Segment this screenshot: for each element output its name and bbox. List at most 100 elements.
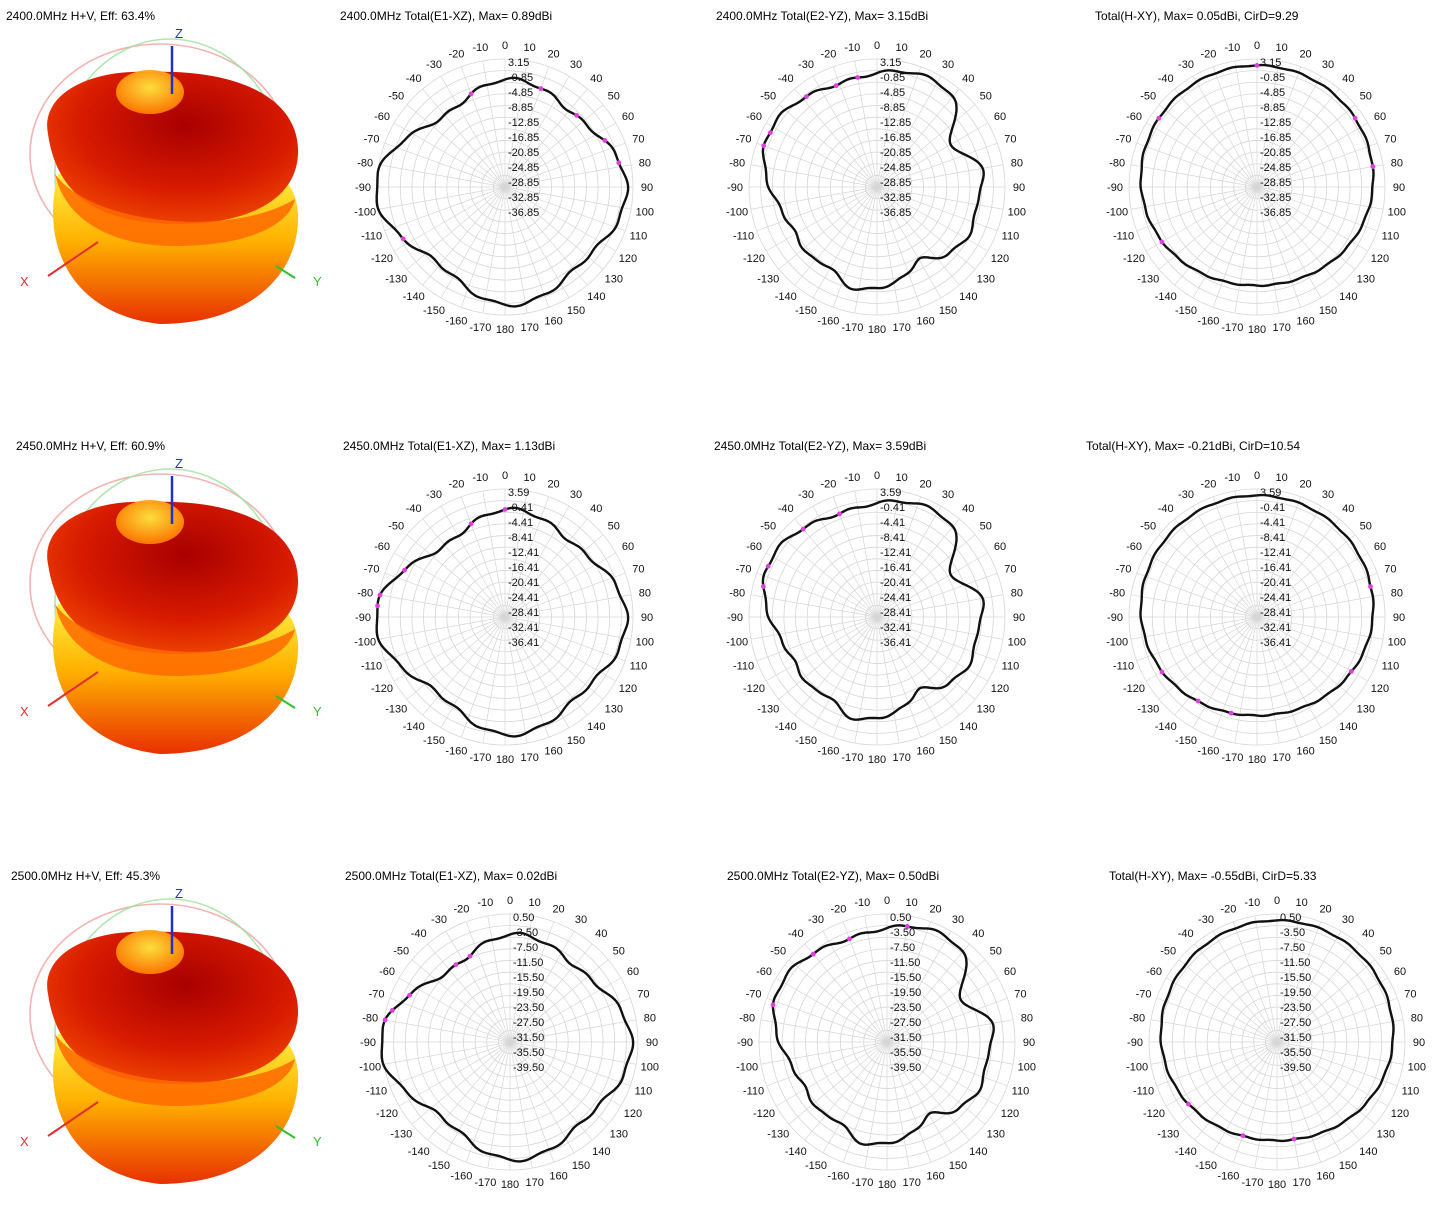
radial-tick-label: -36.85 — [508, 207, 539, 219]
angle-tick-label: 0 — [884, 895, 890, 907]
grid-spoke — [504, 616, 570, 729]
radial-tick-label: -28.41 — [508, 607, 539, 619]
radial-tick-label: -15.50 — [513, 972, 544, 984]
angle-tick-label: 180 — [878, 1179, 896, 1191]
grid-spoke — [460, 496, 506, 618]
angle-tick-label: -60 — [379, 966, 395, 978]
angle-tick-label: 140 — [959, 721, 977, 733]
angle-tick-label: -20 — [453, 904, 469, 916]
grid-spoke — [1212, 186, 1258, 308]
angle-tick-label: 50 — [1360, 521, 1372, 533]
grid-spoke — [775, 977, 888, 1043]
grid-spoke — [509, 1041, 637, 1065]
angle-tick-label: 40 — [1342, 73, 1354, 85]
angle-tick-label: 120 — [1391, 1108, 1409, 1120]
grid-spoke — [383, 1019, 511, 1043]
angle-tick-label: -150 — [805, 1160, 827, 1172]
grid-spoke — [422, 186, 506, 286]
grid-spoke — [886, 1041, 1008, 1087]
grid-spoke — [482, 616, 506, 744]
angle-tick-label: 110 — [1382, 231, 1400, 243]
angle-tick-label: 30 — [942, 59, 954, 71]
angle-tick-label: -90 — [727, 182, 743, 194]
grid-spoke — [876, 518, 960, 618]
chart-title: Total(H-XY), Max= 0.05dBi, CirD=9.29 — [1095, 9, 1299, 23]
grid-spoke — [1276, 1019, 1404, 1043]
grid-spoke — [1256, 186, 1340, 286]
grid-spoke — [504, 186, 626, 232]
angle-tick-label: -10 — [1224, 472, 1240, 484]
grid-spoke — [509, 1041, 575, 1154]
radial-tick-label: -36.85 — [1260, 207, 1291, 219]
pattern3d-plot: Z X Y — [20, 886, 322, 1184]
grid-spoke — [1234, 616, 1258, 744]
grid-spoke — [1276, 997, 1398, 1043]
pattern-marker — [502, 507, 508, 512]
angle-tick-label: -90 — [1127, 1037, 1143, 1049]
grid-spoke — [398, 1041, 511, 1107]
angle-tick-label: -130 — [1137, 703, 1159, 715]
angle-tick-label: 80 — [639, 157, 651, 169]
grid-spoke — [1256, 104, 1356, 188]
angle-tick-label: -160 — [445, 745, 467, 757]
radial-tick-label: 0.50 — [513, 912, 534, 924]
radial-tick-label: -12.41 — [508, 547, 539, 559]
grid-spoke — [778, 616, 878, 700]
radial-tick-label: -24.85 — [1260, 162, 1291, 174]
grid-spoke — [794, 186, 878, 286]
angle-tick-label: 90 — [1413, 1037, 1425, 1049]
radial-tick-label: -28.85 — [508, 177, 539, 189]
grid-spoke — [876, 186, 960, 286]
angle-tick-label: 70 — [1384, 563, 1396, 575]
angle-tick-label: 110 — [1002, 231, 1020, 243]
grid-spoke — [876, 534, 976, 618]
angle-tick-label: 180 — [1268, 1179, 1286, 1191]
angle-tick-label: -80 — [739, 1012, 755, 1024]
grid-spoke — [876, 616, 989, 682]
pattern-marker — [904, 924, 910, 929]
angle-tick-label: -30 — [431, 914, 447, 926]
grid-spoke — [465, 921, 511, 1043]
angle-tick-label: 160 — [549, 1170, 567, 1182]
grid-spoke — [842, 921, 888, 1043]
angle-tick-label: 180 — [496, 324, 514, 336]
pattern-marker — [389, 1008, 395, 1013]
grid-spoke — [804, 943, 888, 1043]
angle-tick-label: 30 — [1322, 489, 1334, 501]
grid-spoke — [765, 186, 878, 252]
grid-spoke — [1212, 930, 1278, 1043]
radial-tick-label: -19.50 — [513, 987, 544, 999]
grid-spoke — [832, 616, 878, 738]
grid-spoke — [509, 1041, 631, 1087]
angle-tick-label: -30 — [1178, 59, 1194, 71]
radial-tick-label: -4.41 — [508, 517, 533, 529]
angle-tick-label: 50 — [980, 91, 992, 103]
angle-tick-label: 100 — [1388, 637, 1406, 649]
angle-tick-label: -10 — [472, 42, 488, 54]
grid-spoke — [886, 1041, 1014, 1065]
angle-tick-label: 160 — [916, 745, 934, 757]
angle-tick-label: -50 — [1140, 521, 1156, 533]
angle-tick-label: 180 — [501, 1179, 519, 1191]
grid-spoke — [876, 616, 998, 662]
radial-tick-label: -27.50 — [513, 1017, 544, 1029]
angle-tick-label: -170 — [469, 752, 491, 764]
radial-tick-label: -36.41 — [1260, 637, 1291, 649]
grid-spoke — [445, 1041, 511, 1154]
pattern-trace — [380, 931, 635, 1163]
pattern-marker — [468, 91, 474, 97]
grid-spoke — [854, 490, 878, 618]
y-axis-line — [275, 695, 296, 709]
angle-tick-label: -160 — [450, 1170, 472, 1182]
angle-tick-label: -90 — [360, 1037, 376, 1049]
angle-tick-label: 140 — [1359, 1146, 1377, 1158]
angle-tick-label: 120 — [624, 1108, 642, 1120]
grid-spoke — [504, 616, 550, 738]
pattern3d-plot: Z X Y — [20, 456, 322, 754]
pattern-marker — [402, 567, 407, 573]
grid-spoke — [876, 616, 960, 716]
grid-spoke — [1256, 142, 1378, 188]
radial-tick-label: -4.85 — [880, 87, 905, 99]
pattern-marker — [810, 951, 816, 957]
